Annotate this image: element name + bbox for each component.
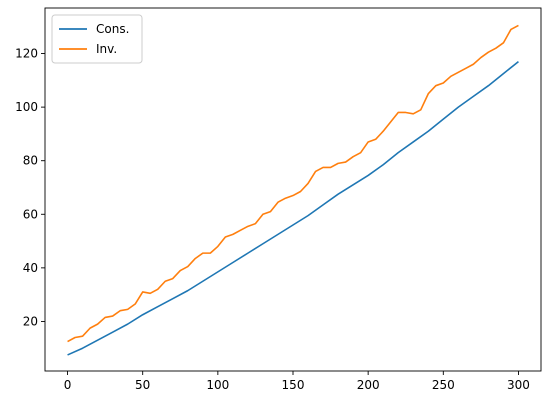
x-tick-label: 150 — [282, 378, 305, 392]
x-tick-label: 300 — [507, 378, 530, 392]
y-tick-label: 120 — [15, 47, 38, 61]
x-tick-label: 50 — [135, 378, 150, 392]
legend-label-cons: Cons. — [96, 22, 129, 36]
y-tick-label: 80 — [23, 154, 38, 168]
y-tick-label: 60 — [23, 207, 38, 221]
y-tick-label: 40 — [23, 261, 38, 275]
legend: Cons. Inv. — [51, 14, 143, 64]
y-tick-label: 100 — [15, 100, 38, 114]
legend-label-inv: Inv. — [96, 42, 117, 56]
y-tick-label: 20 — [23, 314, 38, 328]
plot-area — [45, 8, 541, 371]
series-line-cons — [67, 60, 519, 356]
x-tick-label: 100 — [206, 378, 229, 392]
legend-box — [51, 14, 143, 64]
series-layer — [67, 24, 519, 356]
x-tick-label: 200 — [357, 378, 380, 392]
x-tick-label: 0 — [64, 378, 72, 392]
x-axis: 0 50 100 150 200 250 300 — [64, 371, 530, 392]
series-line-inv — [67, 24, 519, 343]
y-axis: 20 40 60 80 100 120 — [15, 47, 45, 328]
x-tick-label: 250 — [432, 378, 455, 392]
